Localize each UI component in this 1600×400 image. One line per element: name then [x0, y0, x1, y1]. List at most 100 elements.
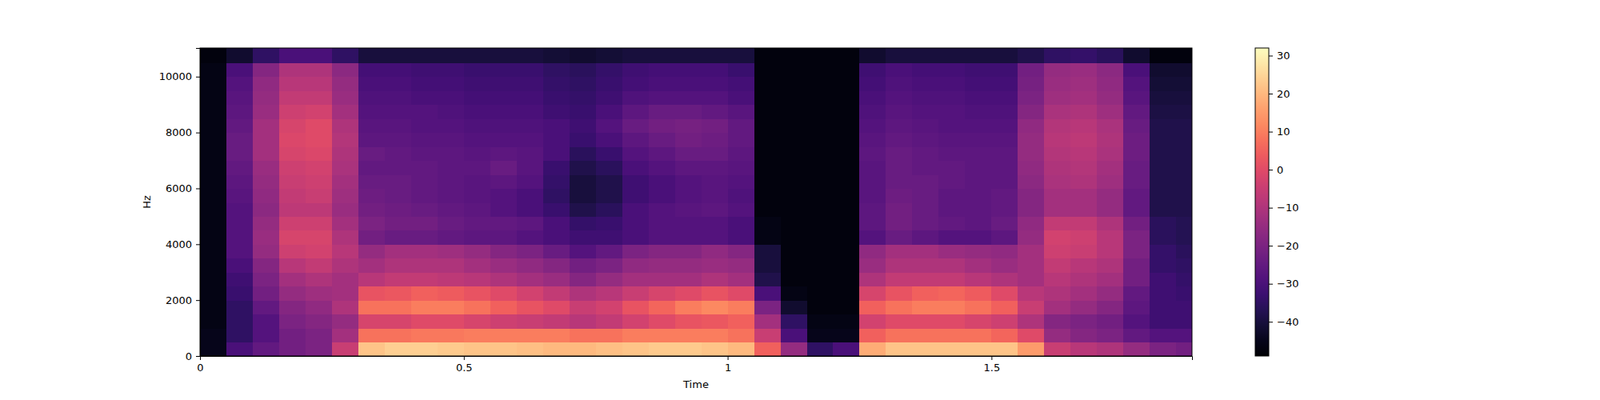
cell [1096, 174, 1124, 189]
cell [780, 188, 808, 203]
colorbar-tick-mark [1268, 208, 1273, 209]
cell [411, 146, 439, 161]
cell [569, 48, 597, 64]
cell [728, 342, 756, 356]
cell [516, 230, 544, 245]
cell [1017, 342, 1045, 356]
cell [358, 244, 386, 259]
cell [648, 328, 676, 343]
cell [384, 188, 412, 203]
cell [675, 202, 703, 217]
cell [780, 342, 808, 356]
cell [1149, 272, 1177, 287]
cell [938, 160, 966, 176]
cell [596, 48, 624, 64]
cell [516, 342, 544, 356]
cell [543, 216, 571, 231]
cell [991, 48, 1019, 64]
cell [1096, 300, 1124, 315]
colorbar-tick-label: 0 [1276, 164, 1284, 176]
cell [912, 230, 940, 245]
cell [964, 146, 992, 161]
cell [464, 258, 492, 273]
cell [622, 328, 650, 343]
cell [675, 62, 703, 77]
cell [384, 286, 412, 301]
cell [964, 48, 992, 64]
cell [464, 202, 492, 217]
cell [1017, 132, 1045, 148]
cell [964, 314, 992, 329]
cell [675, 146, 703, 161]
cell [912, 258, 940, 273]
cell [490, 272, 518, 287]
cell [859, 216, 887, 231]
cell [437, 174, 465, 189]
cell [1176, 160, 1192, 176]
cell [1017, 174, 1045, 189]
cell [859, 202, 887, 217]
cell [596, 314, 624, 329]
cell [543, 300, 571, 315]
cell [411, 90, 439, 105]
cell [885, 314, 913, 329]
cell [648, 104, 676, 120]
cell [648, 62, 676, 77]
cell [516, 76, 544, 92]
cell [885, 202, 913, 217]
cell [1123, 62, 1151, 77]
cell [991, 188, 1019, 203]
cell [648, 48, 676, 64]
cell [384, 272, 412, 287]
cell [490, 146, 518, 161]
cell [252, 104, 280, 120]
cell [859, 314, 887, 329]
cell [1176, 230, 1192, 245]
cell [754, 230, 782, 245]
x-tick: 0 [196, 356, 204, 374]
cell [332, 342, 360, 356]
cell [464, 342, 492, 356]
cell [1176, 216, 1192, 231]
cell [728, 188, 756, 203]
cell [437, 244, 465, 259]
cell [1096, 328, 1124, 343]
cell [728, 48, 756, 64]
cell [1176, 132, 1192, 148]
cell [938, 118, 966, 133]
cell [332, 314, 360, 329]
cell [464, 62, 492, 77]
cell [305, 132, 333, 148]
cell [859, 132, 887, 148]
cell [807, 174, 835, 189]
cell [780, 118, 808, 133]
cell [305, 258, 333, 273]
cell [728, 328, 756, 343]
cell [279, 48, 307, 64]
cell [859, 76, 887, 92]
cell [569, 286, 597, 301]
plot-frame [200, 48, 1192, 356]
cell [912, 216, 940, 231]
cell [728, 258, 756, 273]
cell [675, 314, 703, 329]
cell [991, 328, 1019, 343]
cell [226, 76, 254, 92]
cell [832, 174, 860, 189]
cell [516, 258, 544, 273]
cell [807, 104, 835, 120]
cell [832, 314, 860, 329]
cell [1017, 244, 1045, 259]
cell [384, 244, 412, 259]
cells [200, 48, 1192, 356]
cell [807, 328, 835, 343]
colorbar-tick-label: 30 [1276, 49, 1291, 62]
cell [964, 90, 992, 105]
cell [885, 188, 913, 203]
cell [728, 314, 756, 329]
cell [1176, 174, 1192, 189]
cell [1123, 104, 1151, 120]
y-tick-mark [196, 188, 200, 189]
cell [1149, 286, 1177, 301]
cell [754, 160, 782, 176]
